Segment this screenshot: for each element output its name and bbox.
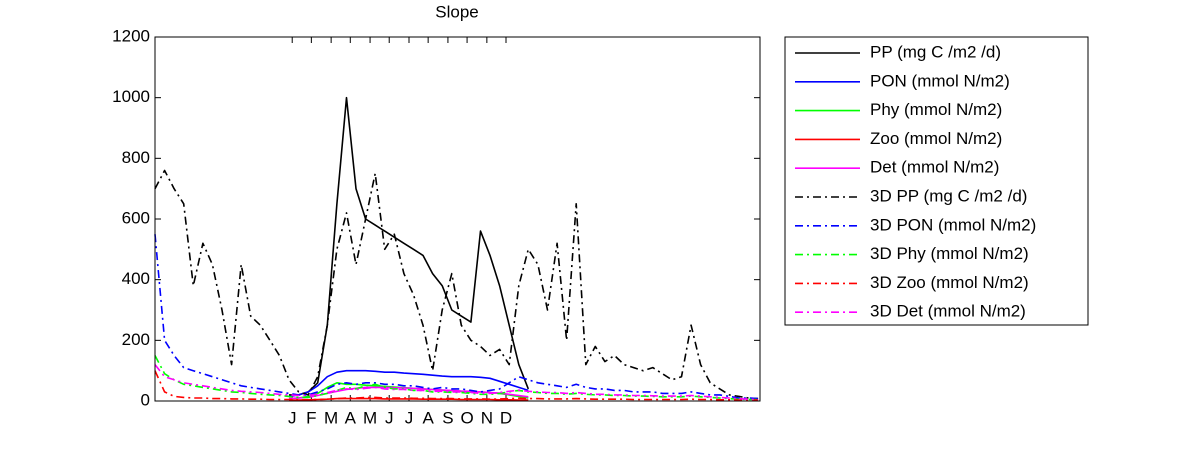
y-tick-label: 400 bbox=[122, 269, 150, 288]
series-line bbox=[154, 234, 759, 400]
y-tick-label: 1200 bbox=[112, 26, 150, 45]
y-tick-label: 1000 bbox=[112, 87, 150, 106]
x-tick-label: A bbox=[345, 408, 357, 427]
legend-label: 3D Phy (mmol N/m2) bbox=[870, 244, 1029, 263]
series-line bbox=[289, 96, 530, 396]
x-tick-label: J bbox=[405, 408, 414, 427]
legend-label: PP (mg C /m2 /d) bbox=[870, 42, 1001, 61]
y-tick-label: 600 bbox=[122, 208, 150, 227]
legend-label: PON (mmol N/m2) bbox=[870, 71, 1010, 90]
y-tick-label: 0 bbox=[141, 390, 150, 409]
x-tick-label: J bbox=[288, 408, 297, 427]
x-tick-label: D bbox=[500, 408, 512, 427]
series-line bbox=[288, 386, 529, 400]
chart-title: Slope bbox=[435, 2, 478, 21]
x-tick-label: J bbox=[385, 408, 394, 427]
legend-label: 3D Zoo (mmol N/m2) bbox=[870, 273, 1029, 292]
x-tick-label: F bbox=[306, 408, 316, 427]
x-tick-label: M bbox=[324, 408, 338, 427]
y-tick-label: 200 bbox=[122, 330, 150, 349]
legend-label: 3D Det (mmol N/m2) bbox=[870, 302, 1026, 321]
x-tick-label: N bbox=[481, 408, 493, 427]
legend-label: Det (mmol N/m2) bbox=[870, 158, 999, 177]
legend-label: Phy (mmol N/m2) bbox=[870, 100, 1002, 119]
series-line bbox=[288, 369, 529, 398]
legend-label: 3D PON (mmol N/m2) bbox=[870, 215, 1036, 234]
x-tick-label: A bbox=[422, 408, 434, 427]
legend-box bbox=[784, 36, 1089, 326]
y-tick-label: 800 bbox=[122, 148, 150, 167]
x-tick-label: M bbox=[363, 408, 377, 427]
legend-label: 3D PP (mg C /m2 /d) bbox=[870, 186, 1027, 205]
x-tick-label: O bbox=[460, 408, 473, 427]
x-tick-label: S bbox=[442, 408, 453, 427]
plot-frame bbox=[154, 36, 761, 402]
series-line bbox=[154, 364, 759, 401]
series-line bbox=[154, 370, 759, 401]
series-line bbox=[154, 169, 759, 400]
legend-label: Zoo (mmol N/m2) bbox=[870, 129, 1002, 148]
